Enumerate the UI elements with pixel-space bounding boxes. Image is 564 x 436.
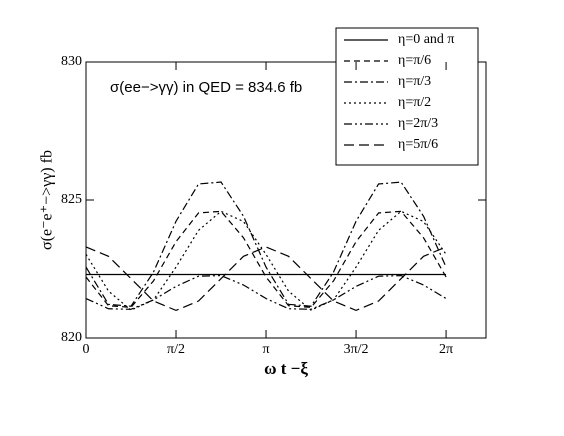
series-line <box>85 210 447 311</box>
series-line <box>85 181 447 307</box>
y-axis-label: σ(e⁻e⁺−>γγ) fb <box>39 150 56 250</box>
annotation: σ(ee−>γγ) in QED = 834.6 fb <box>110 79 302 96</box>
series-line <box>85 210 447 308</box>
y-tick-label: 820 <box>61 330 82 345</box>
x-axis-label: ω t −ξ <box>264 359 308 378</box>
legend-label: η=5π/6 <box>398 137 438 152</box>
y-tick-label: 825 <box>61 192 82 207</box>
series-line <box>85 275 447 310</box>
x-tick-label: 2π <box>439 342 453 357</box>
legend-label: η=0 and π <box>398 32 455 47</box>
x-tick-label: π <box>262 342 269 357</box>
x-tick-label: π/2 <box>167 342 185 357</box>
legend-label: η=2π/3 <box>398 116 438 131</box>
y-tick-label: 830 <box>61 54 82 69</box>
legend-label: η=π/3 <box>398 74 431 89</box>
legend-label: η=π/6 <box>398 53 431 68</box>
x-tick-label: 0 <box>83 342 90 357</box>
series-line <box>85 246 447 312</box>
legend <box>335 27 479 166</box>
x-tick-label: 3π/2 <box>344 342 369 357</box>
legend-label: η=π/2 <box>398 95 431 110</box>
